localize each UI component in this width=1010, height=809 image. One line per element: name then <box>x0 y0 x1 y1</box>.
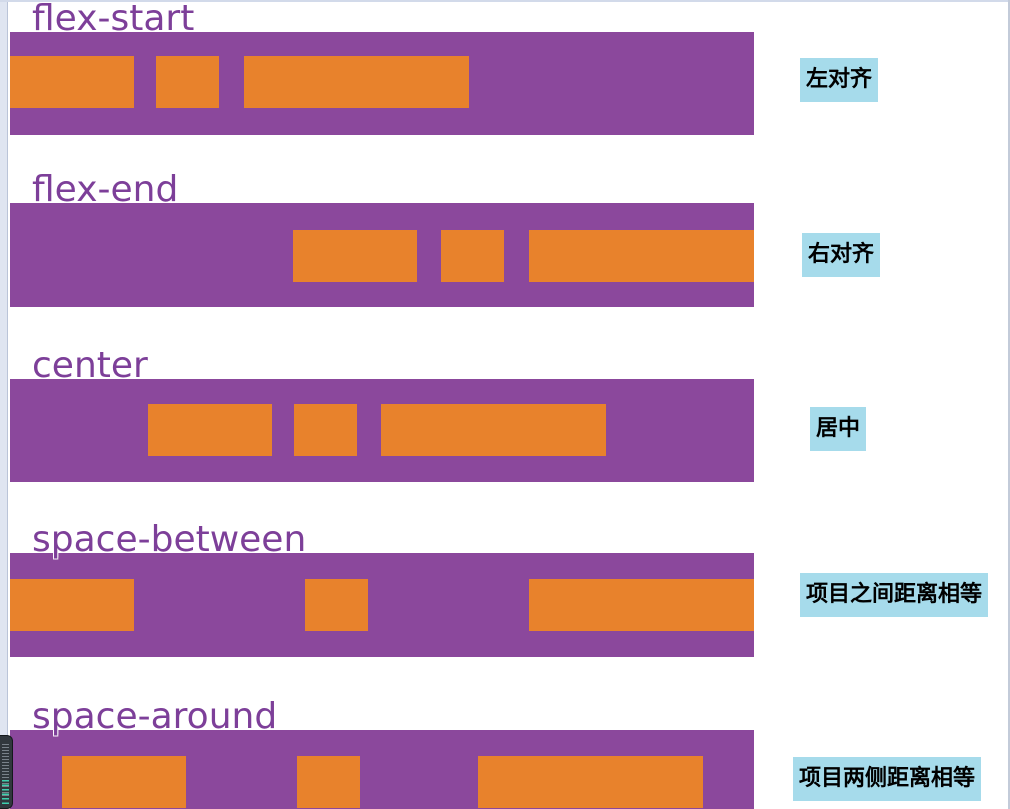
flex-item <box>62 756 186 808</box>
annotation-label-space-between: 项目之间距离相等 <box>800 573 989 617</box>
flex-item <box>148 404 272 456</box>
section-title-center: center <box>32 345 148 386</box>
annotation-label-flex-start: 左对齐 <box>800 58 879 102</box>
annotation-label-flex-end: 右对齐 <box>802 233 881 277</box>
flex-item <box>441 230 504 282</box>
flex-item <box>478 756 703 808</box>
flex-container-center <box>10 379 754 482</box>
flex-item <box>10 579 134 631</box>
section-title-flex-end: flex-end <box>32 169 179 210</box>
flex-item <box>529 230 754 282</box>
section-title-flex-start: flex-start <box>32 0 195 39</box>
section-title-space-between: space-between <box>32 519 307 560</box>
flex-item <box>156 56 219 108</box>
window-left-edge <box>0 0 8 809</box>
flex-item <box>305 579 368 631</box>
flex-item <box>529 579 754 631</box>
grip-teal-ridges <box>2 780 9 804</box>
flex-item <box>381 404 606 456</box>
flex-container-space-between <box>10 553 754 657</box>
window-top-border <box>0 0 1010 2</box>
flex-item <box>10 56 134 108</box>
flex-item <box>297 756 360 808</box>
section-title-space-around: space-around <box>32 696 278 737</box>
side-grip-handle[interactable] <box>0 735 13 809</box>
flex-item <box>244 56 469 108</box>
flex-container-flex-start <box>10 32 754 135</box>
flex-container-flex-end <box>10 203 754 307</box>
annotation-label-space-around: 项目两侧距离相等 <box>793 757 982 801</box>
annotation-label-center: 居中 <box>810 407 867 451</box>
flex-item <box>294 404 357 456</box>
flex-container-space-around <box>10 730 754 809</box>
flex-item <box>293 230 417 282</box>
grip-ridges <box>2 742 9 800</box>
window-right-edge <box>1008 0 1010 809</box>
